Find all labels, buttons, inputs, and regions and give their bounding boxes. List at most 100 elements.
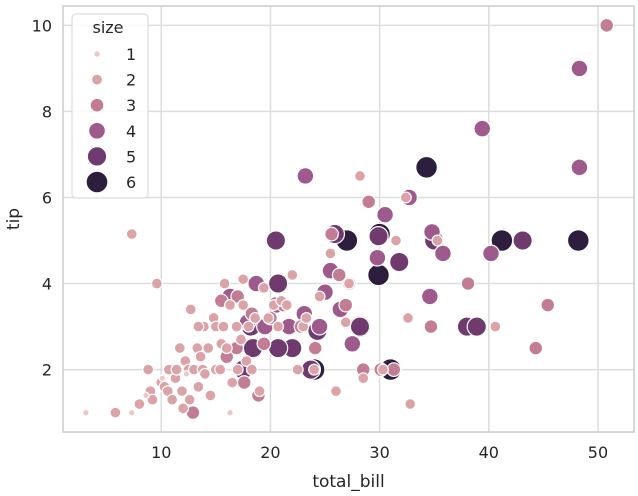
- data-point: [166, 393, 179, 406]
- data-point: [286, 268, 299, 281]
- legend-label: 4: [126, 122, 136, 141]
- data-point: [540, 297, 556, 313]
- data-point: [202, 342, 215, 355]
- legend-label: 5: [126, 147, 136, 166]
- data-point: [177, 402, 190, 415]
- data-point: [194, 350, 207, 363]
- data-point: [329, 385, 342, 398]
- data-point: [353, 169, 366, 182]
- data-point: [466, 316, 487, 337]
- data-point: [376, 205, 394, 224]
- data-point: [399, 191, 412, 204]
- data-point: [528, 340, 544, 356]
- data-point: [226, 376, 239, 389]
- legend-label: 2: [126, 71, 136, 90]
- data-point: [272, 320, 285, 333]
- data-point: [198, 367, 211, 380]
- data-point: [184, 303, 197, 316]
- data-point: [566, 229, 590, 252]
- data-point: [310, 317, 329, 336]
- data-point: [368, 226, 389, 247]
- data-point: [308, 363, 321, 376]
- data-point: [402, 311, 415, 324]
- data-point: [204, 389, 217, 402]
- data-point: [242, 320, 255, 333]
- data-point: [125, 228, 138, 241]
- data-point: [386, 362, 402, 378]
- x-tick-label: 40: [479, 443, 499, 462]
- data-point: [307, 340, 323, 356]
- y-tick-label: 6: [42, 188, 52, 207]
- data-point: [296, 167, 315, 185]
- data-point: [489, 320, 502, 333]
- data-point: [420, 287, 439, 306]
- data-point: [434, 244, 452, 263]
- data-point: [482, 244, 500, 263]
- data-point: [237, 273, 250, 286]
- data-point: [236, 375, 252, 390]
- data-point: [170, 363, 183, 376]
- data-point: [234, 333, 247, 346]
- y-tick-label: 2: [42, 361, 52, 380]
- data-point: [158, 374, 167, 383]
- legend-label: 3: [126, 96, 136, 115]
- legend-marker: [89, 97, 105, 113]
- y-tick-label: 10: [32, 16, 52, 35]
- data-point: [214, 363, 227, 376]
- data-point: [183, 393, 196, 406]
- data-point: [404, 398, 417, 411]
- data-point: [280, 299, 293, 312]
- data-point: [313, 290, 326, 303]
- data-point: [262, 311, 275, 324]
- data-point: [265, 230, 287, 251]
- legend-marker: [93, 50, 101, 58]
- data-point: [460, 276, 476, 291]
- data-point: [389, 234, 402, 247]
- data-point: [192, 320, 205, 333]
- data-point: [389, 251, 410, 273]
- legend: size 1 2 3 4 5 6: [71, 13, 149, 199]
- data-point: [133, 398, 146, 411]
- data-point: [109, 406, 122, 419]
- data-point: [224, 299, 237, 312]
- data-point: [256, 336, 272, 352]
- legend-marker: [85, 170, 109, 194]
- data-point: [142, 391, 150, 400]
- data-point: [192, 380, 205, 393]
- x-tick-label: 10: [151, 443, 171, 462]
- data-point: [230, 320, 243, 333]
- y-tick-label: 4: [42, 275, 52, 294]
- x-tick-label: 50: [588, 443, 608, 462]
- x-tick-label: 30: [369, 443, 389, 462]
- data-point: [176, 385, 189, 398]
- data-points: [82, 17, 615, 421]
- data-point: [217, 320, 230, 333]
- data-point: [249, 311, 262, 324]
- legend-marker: [88, 122, 106, 140]
- data-point: [349, 316, 371, 337]
- data-point: [220, 342, 233, 355]
- data-point: [127, 408, 136, 417]
- plot-frame: [62, 5, 635, 433]
- legend-label: 1: [126, 45, 136, 64]
- data-point: [338, 297, 354, 313]
- data-point: [343, 277, 356, 290]
- legend-entries: 1 2 3 4 5 6: [85, 45, 136, 194]
- y-axis-title: tip: [4, 208, 24, 230]
- data-point: [324, 247, 337, 260]
- data-point: [343, 334, 362, 353]
- data-point: [226, 408, 234, 417]
- data-point: [267, 337, 289, 359]
- data-point: [324, 226, 339, 242]
- data-point: [368, 248, 387, 267]
- data-point: [240, 355, 253, 368]
- data-point: [357, 372, 370, 385]
- data-point: [473, 119, 492, 138]
- data-point: [231, 363, 244, 376]
- data-point: [142, 363, 155, 376]
- tick-labels: 10 20 30 40 50 2 4 6 8 10: [32, 16, 609, 462]
- data-point: [253, 385, 266, 398]
- data-point: [218, 277, 231, 290]
